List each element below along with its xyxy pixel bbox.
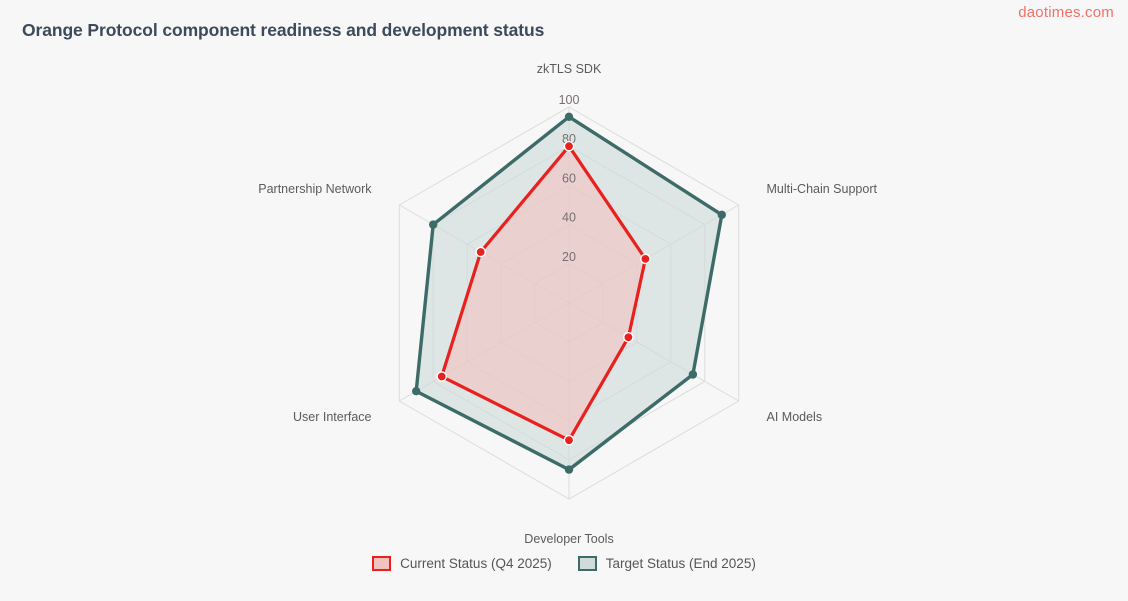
legend-item-current[interactable]: Current Status (Q4 2025) [372, 556, 552, 571]
radial-tick-100: 100 [559, 93, 580, 107]
data-point[interactable] [412, 387, 421, 396]
radial-tick-40: 40 [562, 211, 576, 225]
data-point[interactable] [688, 370, 698, 379]
data-point[interactable] [717, 210, 726, 219]
data-point[interactable] [436, 371, 448, 382]
axis-label-partnership-network: Partnership Network [258, 182, 372, 196]
axis-label-multi-chain-support: Multi-Chain Support [767, 182, 878, 196]
legend-swatch-current [372, 556, 392, 571]
data-point[interactable] [429, 220, 438, 229]
chart-legend: Current Status (Q4 2025) Target Status (… [0, 556, 1128, 571]
legend-label-current: Current Status (Q4 2025) [400, 556, 552, 571]
axis-label-ai-models: AI Models [767, 410, 823, 424]
axis-label-developer-tools: Developer Tools [524, 532, 613, 546]
axis-label-user-interface: User Interface [293, 410, 372, 424]
data-point[interactable] [563, 140, 575, 152]
data-point[interactable] [564, 112, 574, 122]
data-point[interactable] [623, 331, 634, 343]
data-point[interactable] [563, 434, 575, 446]
data-point[interactable] [564, 465, 574, 474]
axis-label-zktls-sdk: zkTLS SDK [537, 62, 602, 76]
data-point[interactable] [475, 246, 487, 258]
page-title: Orange Protocol component readiness and … [22, 20, 545, 40]
radial-tick-20: 20 [562, 250, 576, 264]
site-watermark: daotimes.com [1018, 4, 1114, 21]
radial-tick-60: 60 [562, 171, 576, 185]
data-point[interactable] [640, 253, 651, 265]
legend-item-target[interactable]: Target Status (End 2025) [577, 556, 756, 571]
legend-label-target: Target Status (End 2025) [605, 556, 756, 571]
legend-swatch-target [577, 556, 597, 571]
